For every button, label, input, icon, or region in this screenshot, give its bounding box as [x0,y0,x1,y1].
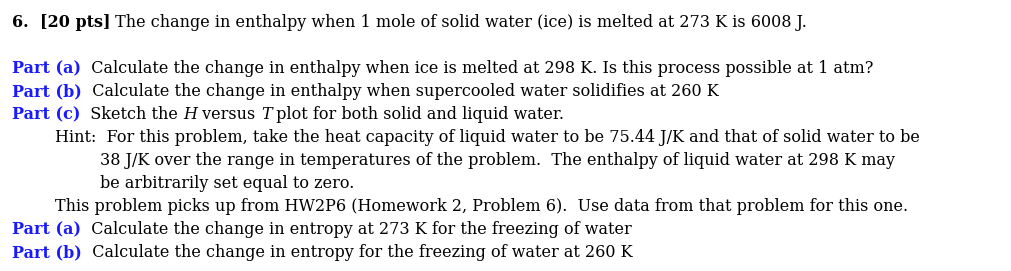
Text: Sketch the: Sketch the [81,106,183,123]
Text: Part (b): Part (b) [12,244,82,261]
Text: Hint:  For this problem, take the heat capacity of liquid water to be 75.44 J/K : Hint: For this problem, take the heat ca… [55,129,920,146]
Text: be arbitrarily set equal to zero.: be arbitrarily set equal to zero. [100,175,355,192]
Text: Part (a): Part (a) [12,60,81,77]
Text: [20 pts]: [20 pts] [39,14,110,31]
Text: Calculate the change in enthalpy when supercooled water solidifies at 260 K: Calculate the change in enthalpy when su… [82,83,719,100]
Text: 6.: 6. [12,14,39,31]
Text: Calculate the change in entropy at 273 K for the freezing of water: Calculate the change in entropy at 273 K… [81,221,632,238]
Text: H: H [183,106,197,123]
Text: The change in enthalpy when 1 mole of solid water (ice) is melted at 273 K is 60: The change in enthalpy when 1 mole of so… [110,14,807,31]
Text: plot for both solid and liquid water.: plot for both solid and liquid water. [271,106,564,123]
Text: Part (b): Part (b) [12,83,82,100]
Text: 38 J/K over the range in temperatures of the problem.  The enthalpy of liquid wa: 38 J/K over the range in temperatures of… [100,152,895,169]
Text: Calculate the change in enthalpy when ice is melted at 298 K. Is this process po: Calculate the change in enthalpy when ic… [81,60,874,77]
Text: Part (a): Part (a) [12,221,81,238]
Text: T: T [261,106,271,123]
Text: versus: versus [197,106,261,123]
Text: This problem picks up from HW2P6 (Homework 2, Problem 6).  Use data from that pr: This problem picks up from HW2P6 (Homewo… [55,198,908,215]
Text: Part (c): Part (c) [12,106,81,123]
Text: Calculate the change in entropy for the freezing of water at 260 K: Calculate the change in entropy for the … [82,244,632,261]
